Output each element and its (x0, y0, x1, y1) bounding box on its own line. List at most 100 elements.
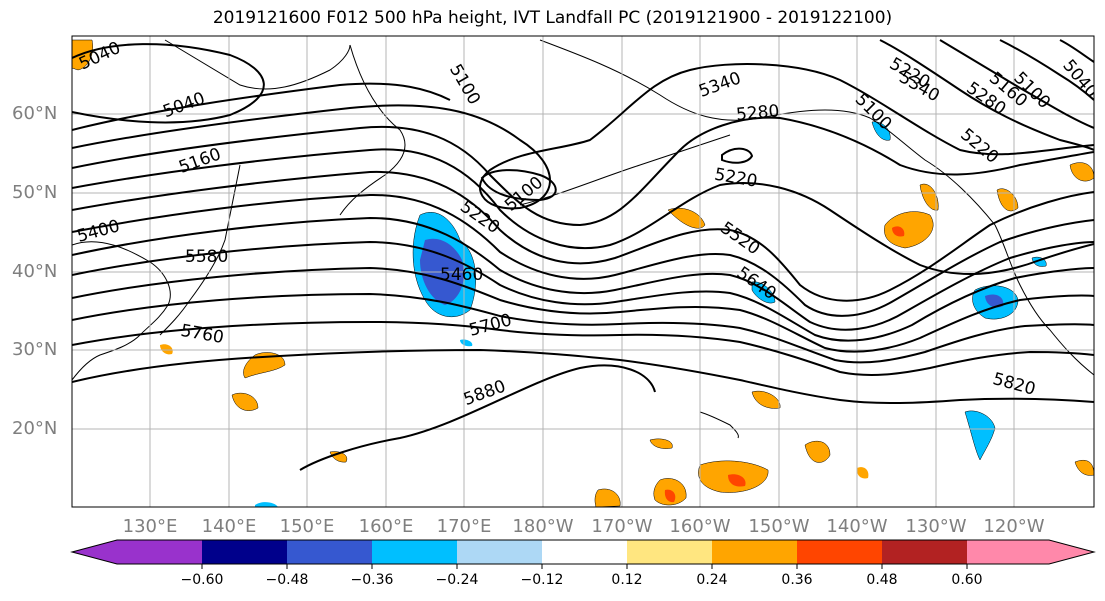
colorbar-tick-label: −0.24 (435, 572, 479, 588)
positive-anomaly-core (892, 226, 905, 237)
lat-label: 60°N (12, 103, 58, 124)
lat-label: 20°N (12, 418, 58, 439)
japan-coast (159, 164, 241, 336)
colorbar-tick-label: −0.36 (350, 572, 394, 588)
colorbar-tick-label: −0.12 (520, 572, 564, 588)
colorbar-ticks (201, 564, 968, 569)
lon-label: 130°W (905, 516, 967, 537)
colorbar-segment (967, 540, 1049, 564)
contour-line (72, 63, 1094, 210)
contour-line (480, 169, 557, 202)
colorbar-tick-label: −0.60 (180, 572, 224, 588)
colorbar-segment (117, 540, 202, 564)
contour-line (939, 39, 1094, 129)
lon-label: 150°E (279, 516, 335, 537)
map-frame (71, 35, 1095, 508)
na-west-coast (994, 224, 1094, 376)
colorbar-tick-label: 0.12 (611, 572, 643, 588)
negative-anomaly-blob (964, 410, 996, 461)
lon-label: 160°W (669, 516, 731, 537)
negative-anomaly-blob (460, 339, 473, 347)
colorbar-segment (202, 540, 287, 564)
positive-anomaly-blob (1074, 459, 1094, 476)
contour-label: 5580 (185, 247, 228, 267)
alaska-coast (539, 39, 996, 226)
lon-label: 130°E (122, 516, 178, 537)
map-title: 2019121600 F012 500 hPa height, IVT Land… (212, 8, 893, 28)
positive-anomaly-blob (751, 390, 781, 409)
contour-line (72, 148, 1094, 276)
lat-label: 40°N (12, 261, 58, 282)
colorbar-tick-label: 0.48 (866, 572, 898, 588)
colorbar-segment (712, 540, 797, 564)
colorbar-segment (797, 540, 882, 564)
positive-anomaly-blob (160, 344, 173, 355)
colorbar-extend-high (1049, 540, 1094, 564)
kamchatka-coast (339, 44, 406, 216)
positive-anomaly-blob (919, 183, 939, 211)
positive-anomaly-blob (231, 392, 259, 411)
contour-label: 5460 (440, 265, 483, 285)
lat-label: 30°N (12, 339, 58, 360)
contour-line (999, 39, 1094, 101)
lon-label: 140°W (826, 516, 888, 537)
colorbar-extend-low (72, 540, 117, 564)
contour-line (299, 364, 656, 471)
positive-anomaly-blob (1069, 162, 1094, 182)
shading-layer (72, 39, 1094, 507)
colorbar-tick-label: 0.24 (696, 572, 728, 588)
lon-label: 170°E (436, 516, 492, 537)
contour-line (72, 116, 1094, 227)
positive-anomaly-blob (649, 438, 673, 449)
contour-line (72, 170, 1094, 302)
colorbar-segment (627, 540, 712, 564)
negative-anomaly-core (985, 294, 1004, 308)
negative-anomaly-blob (255, 502, 278, 507)
colorbar-segment (882, 540, 967, 564)
contour-line (72, 348, 1094, 405)
positive-anomaly-blob (884, 211, 934, 249)
lon-label: 170°W (591, 516, 653, 537)
colorbar-segment (372, 540, 457, 564)
colorbar-segment (457, 540, 542, 564)
contour-line (1059, 39, 1094, 63)
negative-anomaly-blob (871, 121, 891, 141)
contour-line (879, 39, 1094, 151)
lon-label: 140°E (201, 516, 257, 537)
positive-anomaly-blob (856, 467, 869, 479)
contour-line (72, 292, 1094, 364)
colorbar-tick-label: −0.48 (265, 572, 309, 588)
contour-line (72, 216, 1094, 331)
colorbar-segment (542, 540, 627, 564)
positive-anomaly-blob (996, 188, 1019, 212)
contour-line (72, 266, 1094, 353)
positive-anomaly-blob (667, 207, 706, 229)
contour-line (72, 43, 265, 124)
height-contours (72, 39, 1094, 471)
lon-label: 120°W (983, 516, 1045, 537)
contour-line (72, 240, 1094, 342)
positive-anomaly-blob (804, 440, 831, 463)
okhotsk-coast (164, 39, 351, 90)
contour-line (72, 320, 1094, 376)
positive-anomaly-blob (72, 39, 93, 71)
contour-line (72, 193, 1094, 317)
positive-anomaly-core (728, 474, 746, 487)
colorbar-tick-label: 0.60 (951, 572, 983, 588)
lon-label: 150°W (748, 516, 810, 537)
positive-anomaly-blob (243, 352, 286, 379)
colorbar-outline (70, 539, 1096, 565)
colorbar (70, 539, 1096, 569)
asia-coast (72, 241, 171, 381)
positive-anomaly-core (664, 489, 676, 503)
lat-label: 50°N (12, 182, 58, 203)
contour-label: 5280 (735, 101, 780, 125)
lon-label: 160°E (358, 516, 414, 537)
colorbar-tick-label: 0.36 (781, 572, 813, 588)
lon-label: 180°W (512, 516, 574, 537)
contour-line (721, 147, 754, 164)
colorbar-segment (287, 540, 372, 564)
hawaii (699, 411, 739, 439)
contour-line (72, 82, 451, 131)
